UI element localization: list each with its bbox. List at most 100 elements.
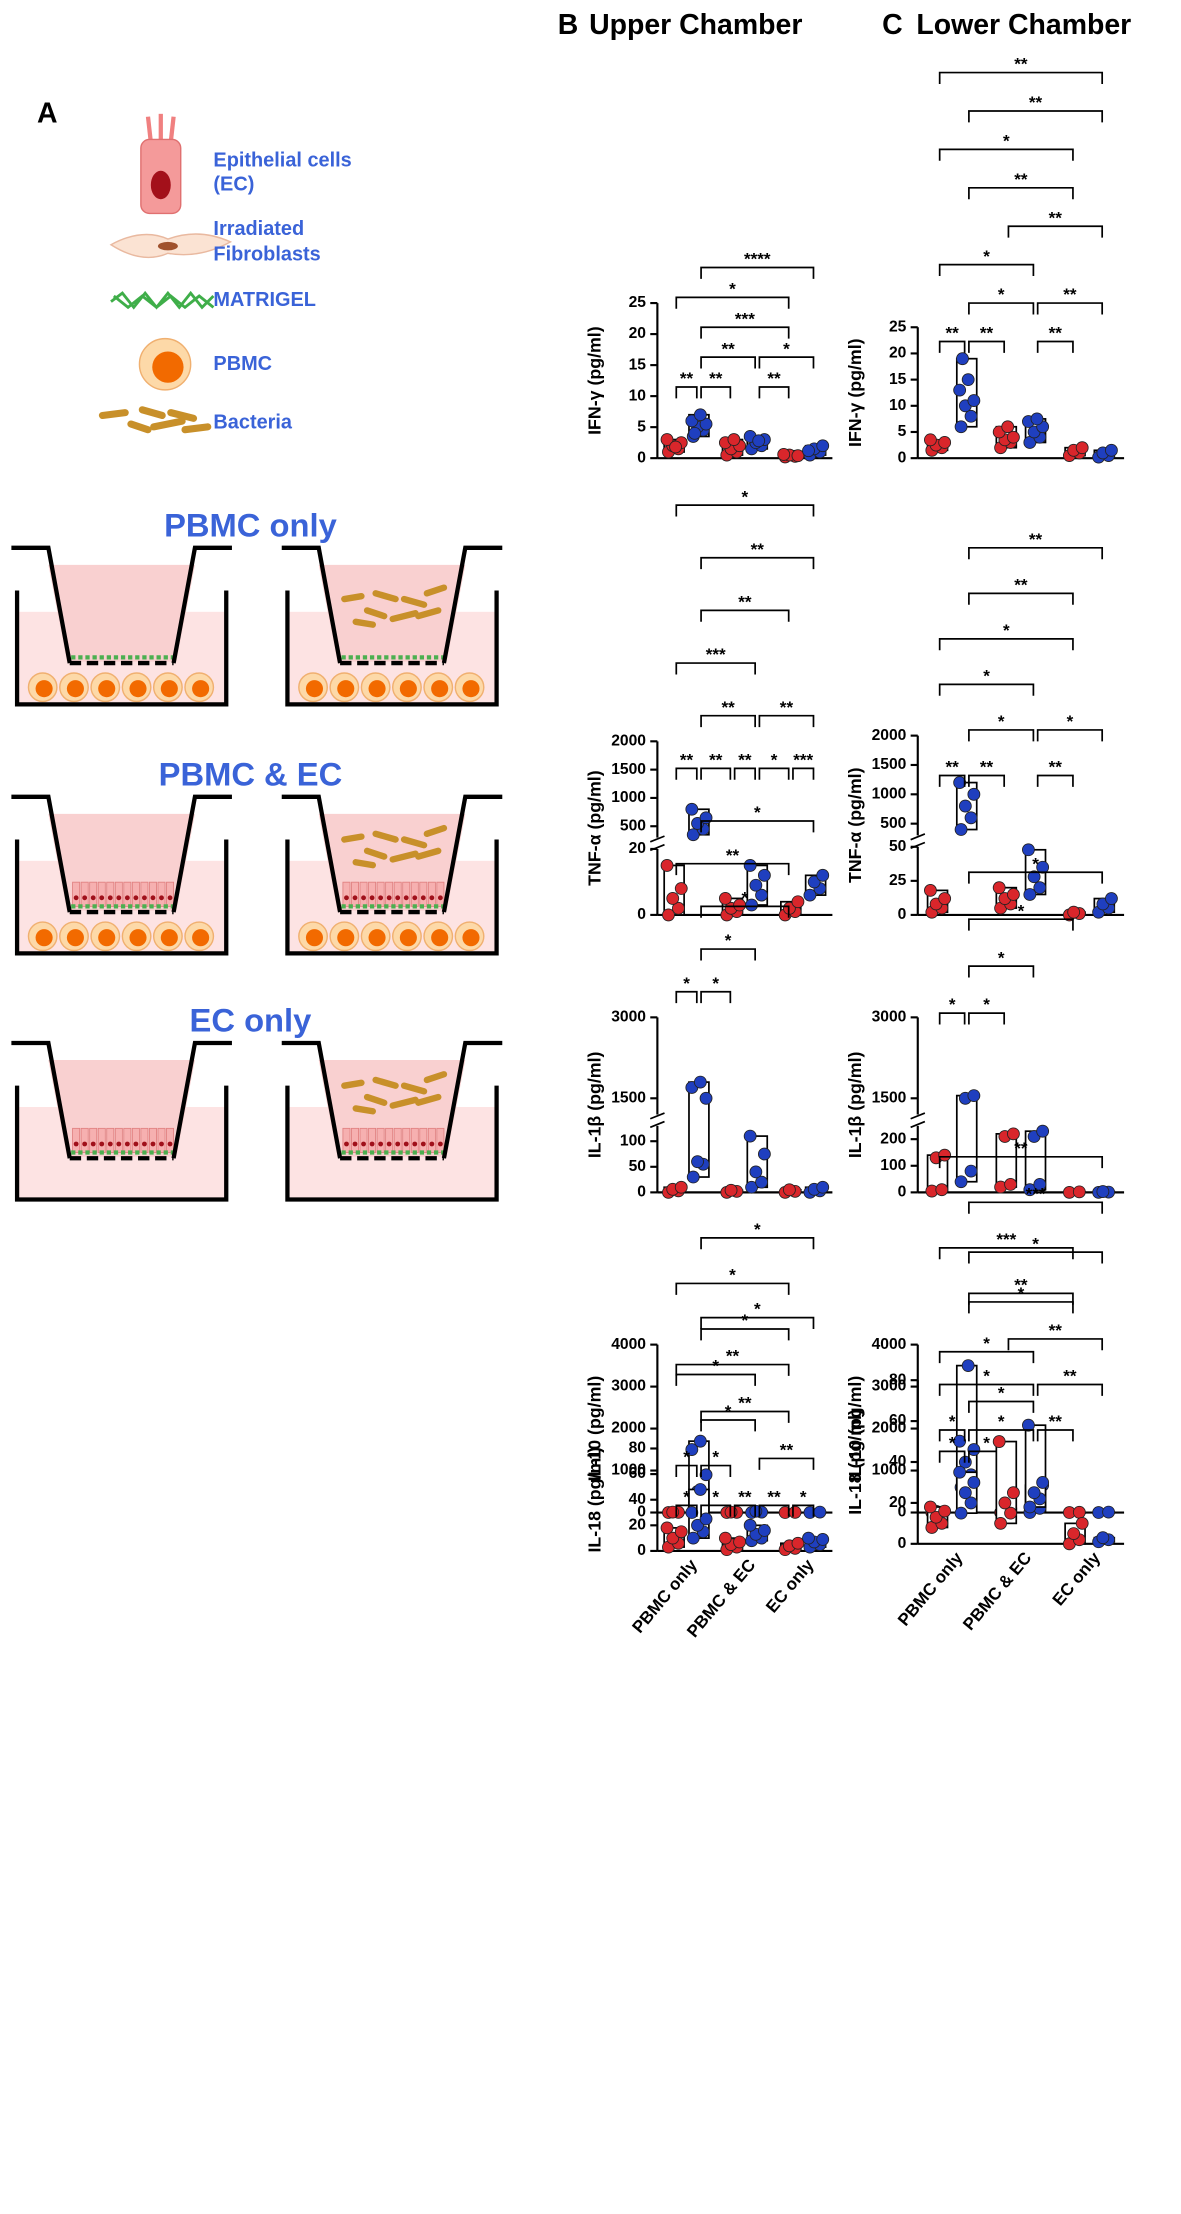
y-tick-label: 1000 (611, 1462, 646, 1479)
significance-bracket (675, 862, 790, 876)
data-point (816, 868, 830, 882)
legend-label: (EC) (213, 174, 254, 196)
bacteria (363, 847, 388, 860)
data-point (953, 1465, 967, 1479)
epithelial-cell (359, 881, 368, 907)
y-tick-label: 40 (889, 1453, 907, 1470)
y-tick-label: 80 (629, 1440, 647, 1457)
y-tick-label: 3000 (611, 1008, 646, 1025)
epithelial-nucleus (403, 1141, 409, 1147)
data-point (743, 1129, 757, 1143)
epithelial-nucleus (420, 895, 426, 901)
data-point (745, 898, 758, 912)
significance-bracket (700, 1504, 732, 1517)
data-point (1036, 1476, 1050, 1489)
data-point (967, 1443, 981, 1456)
epithelial-cell (114, 1127, 123, 1153)
significance-bracket (792, 1504, 815, 1517)
significance-bracket (700, 386, 732, 399)
y-tick-label: 50 (629, 1158, 647, 1175)
data-point (674, 1525, 688, 1539)
data-point (693, 1434, 707, 1448)
pbmc-core (35, 929, 53, 947)
epithelial-nucleus (429, 895, 435, 901)
significance-label: * (998, 948, 1005, 967)
significance-label: * (712, 1488, 719, 1507)
data-point (749, 1165, 763, 1179)
significance-bracket (938, 774, 966, 787)
significance-bracket (675, 1464, 698, 1477)
significance-label: ** (738, 593, 752, 612)
significance-bracket (968, 729, 1035, 742)
y-tick-label: 60 (889, 1412, 907, 1429)
epithelial-cell (376, 1127, 385, 1153)
data-point (745, 1180, 758, 1194)
data-point (1004, 1506, 1017, 1520)
significance-label: * (998, 1412, 1005, 1431)
epithelial-nucleus (116, 895, 122, 901)
data-point (935, 1183, 949, 1197)
data-point (727, 433, 741, 446)
significance-bracket (968, 774, 1006, 787)
data-point (967, 1089, 981, 1103)
pbmc-core (66, 929, 84, 947)
significance-label: *** (706, 645, 726, 664)
data-point (954, 420, 968, 434)
epithelial-nucleus (124, 895, 130, 901)
epithelial-cell (419, 1127, 428, 1153)
data-point (685, 802, 699, 816)
significance-bracket (700, 1410, 790, 1423)
significance-label: * (729, 280, 736, 299)
significance-label: * (1003, 132, 1010, 151)
epithelial-cell (106, 881, 115, 907)
data-point (755, 1175, 768, 1189)
pbmc-core (160, 929, 178, 947)
significance-bracket (968, 302, 1035, 315)
data-point (938, 1148, 952, 1162)
epithelial-cell (148, 1127, 157, 1153)
significance-bracket (700, 1237, 815, 1250)
data-point (686, 1531, 700, 1545)
data-point (1067, 1527, 1081, 1540)
data-point (816, 1533, 830, 1546)
well-outline (14, 839, 229, 956)
y-tick-label: 0 (637, 449, 646, 466)
significance-label: * (742, 889, 749, 908)
significance-label: * (742, 1311, 749, 1330)
axis-break (910, 1120, 926, 1129)
data-point (685, 1443, 699, 1456)
data-point (788, 1505, 802, 1519)
data-point (953, 1434, 967, 1448)
pbmc-core (399, 680, 417, 698)
bacteria (389, 610, 419, 623)
data-point (660, 433, 674, 446)
bacteria (341, 1079, 365, 1089)
epithelial-cell (80, 881, 89, 907)
pbmc-core (368, 680, 386, 698)
significance-bracket (1007, 225, 1104, 238)
epithelial-nucleus (99, 1141, 105, 1147)
significance-label: ** (780, 1441, 794, 1460)
y-tick-label: 3000 (872, 1008, 907, 1025)
significance-bracket (1036, 1383, 1104, 1396)
significance-bracket (968, 1429, 1035, 1442)
insert-outline (11, 794, 232, 913)
axis-break (910, 841, 926, 849)
significance-label: * (1032, 1234, 1039, 1253)
significance-label: ** (709, 751, 723, 770)
epithelial-nucleus (352, 1141, 358, 1147)
x-tick-label: PBMC only (894, 1548, 967, 1630)
epithelial-nucleus (82, 895, 88, 901)
significance-bracket (758, 356, 815, 369)
well-outline (285, 839, 499, 956)
y-tick-label: 1500 (611, 1089, 646, 1106)
x-tick-label: PBMC & EC (959, 1548, 1035, 1634)
pbmc-core (129, 680, 147, 698)
data-point (666, 1531, 680, 1545)
y-tick-label: 2000 (872, 1420, 907, 1437)
epithelial-nucleus (90, 895, 96, 901)
pbmc-core (160, 680, 178, 698)
significance-label: ** (980, 758, 994, 777)
significance-label: *** (1026, 1184, 1046, 1203)
pbmc-core (305, 929, 323, 947)
